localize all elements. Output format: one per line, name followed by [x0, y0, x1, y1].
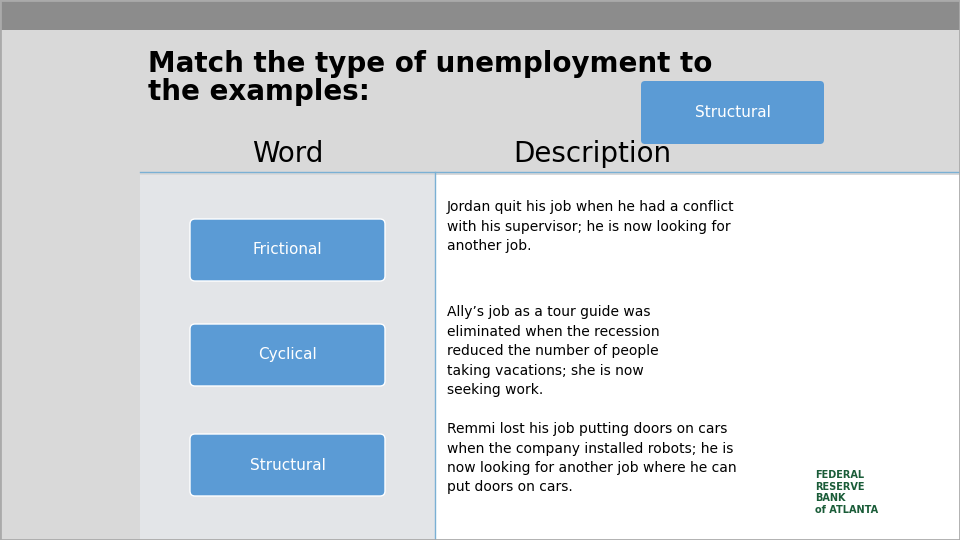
FancyBboxPatch shape [190, 324, 385, 386]
Text: the examples:: the examples: [148, 78, 370, 106]
Bar [140, 175, 960, 540]
Bar [140, 175, 435, 540]
Text: Ally’s job as a tour guide was
eliminated when the recession
reduced the number : Ally’s job as a tour guide was eliminate… [447, 305, 660, 397]
FancyBboxPatch shape [641, 81, 824, 144]
Text: Structural: Structural [695, 105, 771, 120]
Bar [140, 175, 435, 540]
Text: Frictional: Frictional [252, 242, 323, 258]
FancyBboxPatch shape [190, 219, 385, 281]
Text: Jordan quit his job when he had a conflict
with his supervisor; he is now lookin: Jordan quit his job when he had a confli… [447, 200, 734, 253]
Text: Word: Word [252, 140, 324, 168]
Text: FEDERAL
RESERVE
BANK
of ATLANTA: FEDERAL RESERVE BANK of ATLANTA [815, 470, 878, 515]
Text: Cyclical: Cyclical [258, 348, 317, 362]
Text: Remmi lost his job putting doors on cars
when the company installed robots; he i: Remmi lost his job putting doors on cars… [447, 422, 736, 495]
Text: Structural: Structural [250, 457, 325, 472]
FancyBboxPatch shape [190, 434, 385, 496]
Text: Match the type of unemployment to: Match the type of unemployment to [148, 50, 712, 78]
Bar [0, 0, 960, 30]
Text: Description: Description [514, 140, 672, 168]
